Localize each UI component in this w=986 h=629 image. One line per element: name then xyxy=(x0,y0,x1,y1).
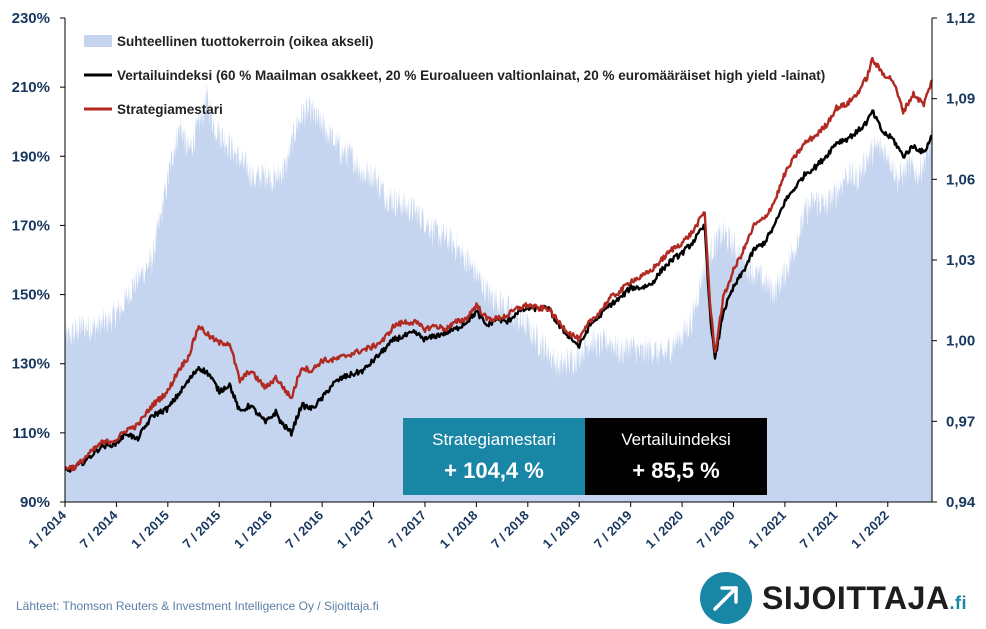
x-tick-label: 1 / 2017 xyxy=(334,508,378,552)
y-right-tick-label: 0,97 xyxy=(946,413,975,430)
y-left-tick-label: 170% xyxy=(12,217,50,234)
x-ticks: 1 / 2014 7 / 2014 1 / 2015 7 / 2015 1 / 2016… xyxy=(25,502,892,551)
x-tick-label: 1 / 2019 xyxy=(540,508,584,552)
x-tick-label: 1 / 2020 xyxy=(642,508,686,552)
y-left-tick-label: 210% xyxy=(12,79,50,96)
x-tick-label: 7 / 2016 xyxy=(282,508,326,552)
y-right-tick-label: 1,00 xyxy=(946,333,975,350)
logo-text: SIJOITTAJA.fi xyxy=(762,580,967,617)
arrow-up-right-icon xyxy=(700,572,752,624)
x-tick-label: 7 / 2020 xyxy=(694,508,738,552)
logo-name: SIJOITTAJA xyxy=(762,580,950,616)
y-right-tick-label: 1,06 xyxy=(946,171,975,188)
y-right-ticks: 1,12 1,09 1,06 1,03 1,00 0,97 0,94 xyxy=(932,10,976,511)
x-tick-label: 7 / 2017 xyxy=(385,508,429,552)
x-tick-label: 1 / 2015 xyxy=(128,508,172,552)
x-tick-label: 7 / 2015 xyxy=(180,508,224,552)
strategy-return-value: + 104,4 % xyxy=(444,458,544,483)
y-right-tick-label: 1,03 xyxy=(946,252,975,269)
benchmark-return-label: Vertailuindeksi xyxy=(621,430,731,449)
source-note: Lähteet: Thomson Reuters & Investment In… xyxy=(16,599,379,613)
legend: Suhteellinen tuottokerroin (oikea akseli… xyxy=(84,34,825,117)
area-layer xyxy=(65,83,932,502)
legend-swatch-area xyxy=(84,35,112,47)
x-tick-label: 7 / 2019 xyxy=(591,508,635,552)
x-tick-label: 1 / 2022 xyxy=(848,508,892,552)
x-tick-label: 7 / 2018 xyxy=(488,508,532,552)
x-tick-label: 1 / 2018 xyxy=(437,508,481,552)
y-left-tick-label: 190% xyxy=(12,148,50,165)
y-left-tick-label: 130% xyxy=(12,356,50,373)
benchmark-return-box: Vertailuindeksi + 85,5 % xyxy=(585,418,767,495)
legend-label: Strategiamestari xyxy=(117,102,223,117)
series-area-relative-return xyxy=(65,83,932,502)
y-left-tick-label: 150% xyxy=(12,287,50,304)
benchmark-return-value: + 85,5 % xyxy=(632,458,720,483)
x-tick-label: 1 / 2021 xyxy=(745,508,789,552)
x-tick-label: 7 / 2014 xyxy=(77,507,121,551)
y-right-tick-label: 1,09 xyxy=(946,91,975,108)
legend-label: Vertailuindeksi (60 % Maailman osakkeet,… xyxy=(117,68,825,83)
strategy-return-box: Strategiamestari + 104,4 % xyxy=(403,418,585,495)
sijoittaja-logo: SIJOITTAJA.fi xyxy=(700,570,980,626)
y-right-tick-label: 1,12 xyxy=(946,10,975,27)
x-tick-label: 1 / 2014 xyxy=(25,507,69,551)
x-tick-label: 7 / 2021 xyxy=(797,508,841,552)
logo-suffix: .fi xyxy=(949,593,968,613)
y-left-tick-label: 110% xyxy=(12,425,50,442)
y-right-tick-label: 0,94 xyxy=(946,494,976,511)
legend-label: Suhteellinen tuottokerroin (oikea akseli… xyxy=(117,34,374,49)
strategy-return-label: Strategiamestari xyxy=(432,430,556,449)
y-left-tick-label: 230% xyxy=(12,10,50,27)
y-left-ticks: 230% 210% 190% 170% 150% 130% 110% 90% xyxy=(12,10,65,511)
x-tick-label: 1 / 2016 xyxy=(231,508,275,552)
lines-layer xyxy=(64,56,933,473)
series-line-strategy xyxy=(64,56,933,472)
y-left-tick-label: 90% xyxy=(20,494,50,511)
